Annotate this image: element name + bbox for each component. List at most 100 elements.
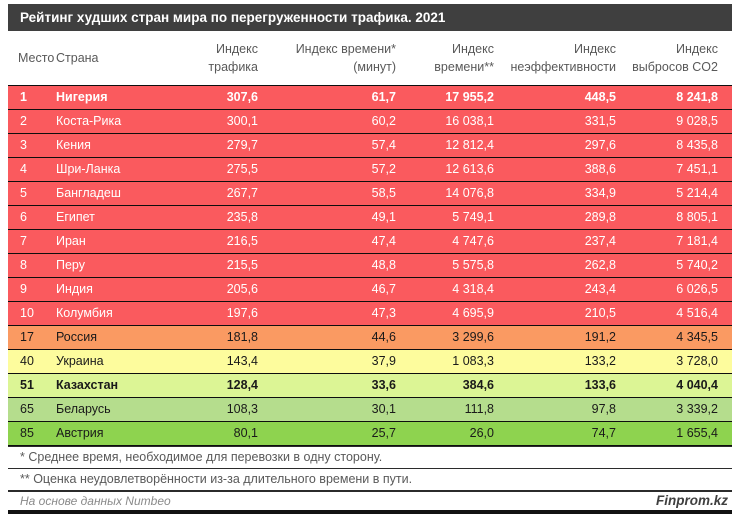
cell-country: Иран [56,234,86,248]
cell-time-minutes: 37,9 [371,354,396,368]
cell-time-minutes: 48,8 [371,258,396,272]
cell-time-minutes: 44,6 [371,330,396,344]
cell-place: 85 [20,426,34,440]
cell-time-index: 16 038,1 [445,114,494,128]
cell-time-index: 4 695,9 [452,306,494,320]
cell-place: 17 [20,330,34,344]
cell-co2-index: 6 026,5 [676,282,718,296]
cell-time-index: 4 318,4 [452,282,494,296]
cell-inefficiency-index: 74,7 [591,426,616,440]
cell-country: Египет [56,210,95,224]
cell-co2-index: 9 028,5 [676,114,718,128]
cell-inefficiency-index: 97,8 [591,402,616,416]
cell-inefficiency-index: 289,8 [584,210,616,224]
table-row: 3 Кения 279,7 57,4 12 812,4 297,6 8 435,… [8,133,732,157]
cell-traffic-index: 215,5 [226,258,258,272]
cell-inefficiency-index: 388,6 [584,162,616,176]
cell-traffic-index: 275,5 [226,162,258,176]
cell-time-minutes: 46,7 [371,282,396,296]
cell-time-minutes: 49,1 [371,210,396,224]
table-row: 17 Россия 181,8 44,6 3 299,6 191,2 4 345… [8,325,732,349]
cell-traffic-index: 300,1 [226,114,258,128]
ranking-table: Место Страна Индекс трафика Индекс време… [8,31,732,446]
cell-time-minutes: 58,5 [371,186,396,200]
column-header-place: Место [8,31,56,85]
cell-time-index: 26,0 [469,426,494,440]
column-header-traffic-index: Индекс трафика [184,31,272,85]
table-row: 1 Нигерия 307,6 61,7 17 955,2 448,5 8 24… [8,85,732,109]
cell-time-minutes: 47,3 [371,306,396,320]
cell-co2-index: 7 181,4 [676,234,718,248]
cell-co2-index: 3 339,2 [676,402,718,416]
cell-time-minutes: 47,4 [371,234,396,248]
cell-inefficiency-index: 210,5 [584,306,616,320]
cell-time-index: 17 955,2 [445,90,494,104]
table-row: 9 Индия 205,6 46,7 4 318,4 243,4 6 026,5 [8,277,732,301]
cell-time-index: 4 747,6 [452,234,494,248]
brand-logo-text: Finprom.kz [655,493,728,508]
table-row: 40 Украина 143,4 37,9 1 083,3 133,2 3 72… [8,349,732,373]
cell-place: 3 [20,138,27,152]
cell-country: Бангладеш [56,186,121,200]
cell-time-index: 1 083,3 [452,354,494,368]
cell-inefficiency-index: 237,4 [584,234,616,248]
cell-time-minutes: 57,2 [371,162,396,176]
cell-time-index: 5 575,8 [452,258,494,272]
cell-place: 40 [20,354,34,368]
cell-co2-index: 4 040,4 [676,378,718,392]
column-header-time-minutes: Индекс времени* (минут) [272,31,410,85]
cell-place: 9 [20,282,27,296]
cell-inefficiency-index: 331,5 [584,114,616,128]
cell-time-index: 12 613,6 [445,162,494,176]
cell-country: Россия [56,330,97,344]
data-source-label: На основе данных Numbeo [20,493,171,508]
table-row: 7 Иран 216,5 47,4 4 747,6 237,4 7 181,4 [8,229,732,253]
cell-country: Шри-Ланка [56,162,121,176]
cell-country: Нигерия [56,90,108,104]
cell-traffic-index: 279,7 [226,138,258,152]
cell-place: 4 [20,162,27,176]
page-title: Рейтинг худших стран мира по перегруженн… [8,4,732,31]
bottom-divider-bar [8,509,732,514]
cell-place: 51 [20,378,34,392]
table-row: 8 Перу 215,5 48,8 5 575,8 262,8 5 740,2 [8,253,732,277]
cell-time-minutes: 25,7 [371,426,396,440]
cell-time-minutes: 57,4 [371,138,396,152]
table-row: 4 Шри-Ланка 275,5 57,2 12 613,6 388,6 7 … [8,157,732,181]
cell-traffic-index: 205,6 [226,282,258,296]
cell-country: Казахстан [56,378,119,392]
cell-time-index: 12 812,4 [445,138,494,152]
cell-time-index: 5 749,1 [452,210,494,224]
column-header-country: Страна [56,31,184,85]
cell-country: Кения [56,138,91,152]
cell-co2-index: 5 214,4 [676,186,718,200]
cell-time-index: 384,6 [462,378,494,392]
cell-time-minutes: 60,2 [371,114,396,128]
table-row: 10 Колумбия 197,6 47,3 4 695,9 210,5 4 5… [8,301,732,325]
cell-country: Коста-Рика [56,114,122,128]
cell-place: 2 [20,114,27,128]
footnote-dissatisfaction: ** Оценка неудовлетворённости из-за длит… [8,467,732,490]
column-header-co2-index: Индекс выбросов CO2 [630,31,732,85]
cell-country: Индия [56,282,93,296]
table-row: 5 Бангладеш 267,7 58,5 14 076,8 334,9 5 … [8,181,732,205]
cell-co2-index: 7 451,1 [676,162,718,176]
cell-inefficiency-index: 262,8 [584,258,616,272]
cell-country: Австрия [56,426,104,440]
table-row: 65 Беларусь 108,3 30,1 111,8 97,8 3 339,… [8,397,732,421]
cell-place: 5 [20,186,27,200]
cell-traffic-index: 181,8 [226,330,258,344]
cell-place: 8 [20,258,27,272]
cell-country: Перу [56,258,85,272]
cell-place: 65 [20,402,34,416]
cell-inefficiency-index: 448,5 [584,90,616,104]
cell-place: 7 [20,234,27,248]
cell-inefficiency-index: 243,4 [584,282,616,296]
cell-place: 10 [20,306,34,320]
cell-country: Украина [56,354,104,368]
table-row: 51 Казахстан 128,4 33,6 384,6 133,6 4 04… [8,373,732,397]
cell-traffic-index: 307,6 [226,90,258,104]
cell-traffic-index: 80,1 [233,426,258,440]
table-row: 6 Египет 235,8 49,1 5 749,1 289,8 8 805,… [8,205,732,229]
